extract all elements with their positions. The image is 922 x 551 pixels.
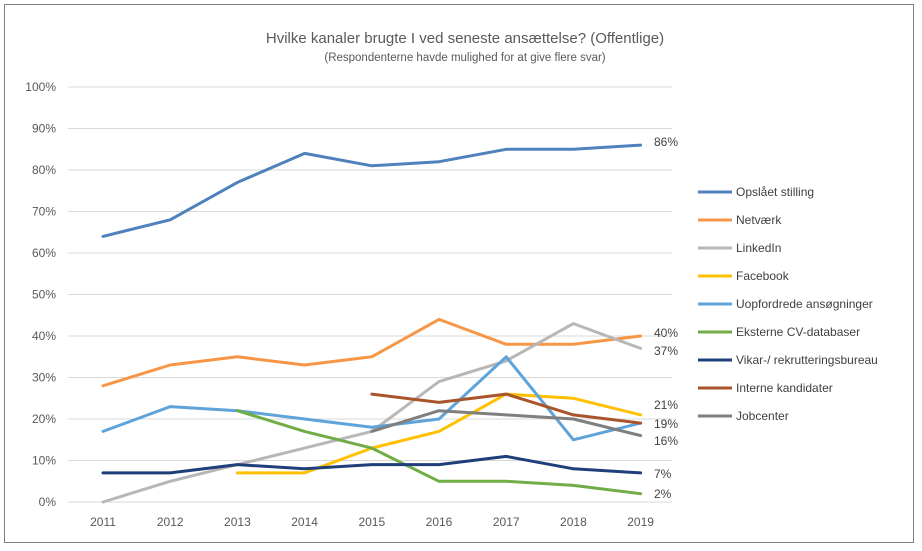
x-tick-label: 2015 [358,515,385,529]
y-tick-label: 60% [32,246,56,260]
series-line-2 [101,322,643,504]
series-line-8 [370,409,643,438]
y-tick-label: 30% [32,371,56,385]
series-line-3 [235,392,643,475]
legend-label: Vikar-/ rekrutteringsbureau [736,353,878,367]
end-label: 16% [654,434,678,448]
x-tick-label: 2012 [157,515,184,529]
chart-frame [4,4,914,543]
legend-label: Opslået stilling [736,185,814,199]
end-label: 86% [654,135,678,149]
legend-label: Jobcenter [736,409,789,423]
y-tick-label: 90% [32,122,56,136]
end-label: 40% [654,326,678,340]
x-tick-label: 2011 [90,515,116,529]
x-tick-label: 2013 [224,515,251,529]
y-tick-label: 0% [39,495,57,509]
x-tick-label: 2019 [627,515,654,529]
legend-label: Interne kandidater [736,381,833,395]
y-tick-label: 40% [32,329,56,343]
series-line-7 [370,392,643,425]
end-label: 7% [654,467,672,481]
x-tick-label: 2014 [291,515,318,529]
legend-label: Facebook [736,269,790,283]
y-tick-label: 20% [32,412,56,426]
legend-label: Uopfordrede ansøgninger [736,297,873,311]
x-tick-label: 2018 [560,515,587,529]
legend-label: Netværk [736,213,782,227]
end-label: 21% [654,398,678,412]
x-tick-label: 2016 [426,515,453,529]
legend-label: LinkedIn [736,241,781,255]
legend-label: Eksterne CV-databaser [736,325,860,339]
end-label: 37% [654,344,678,358]
chart-subtitle: (Respondenterne havde mulighed for at gi… [324,52,605,64]
y-tick-label: 70% [32,205,56,219]
y-tick-label: 10% [32,454,56,468]
series-line-0 [101,143,643,238]
series-line-1 [101,317,643,388]
series-line-6 [101,454,643,475]
end-label: 2% [654,487,672,501]
y-tick-label: 100% [25,80,56,94]
end-label: 19% [654,417,678,431]
series-line-5 [235,409,643,496]
y-tick-label: 80% [32,163,56,177]
x-tick-label: 2017 [493,515,520,529]
series-line-4 [101,355,643,442]
y-tick-label: 50% [32,288,56,302]
chart-title: Hvilke kanaler brugte I ved seneste ansæ… [266,30,664,47]
